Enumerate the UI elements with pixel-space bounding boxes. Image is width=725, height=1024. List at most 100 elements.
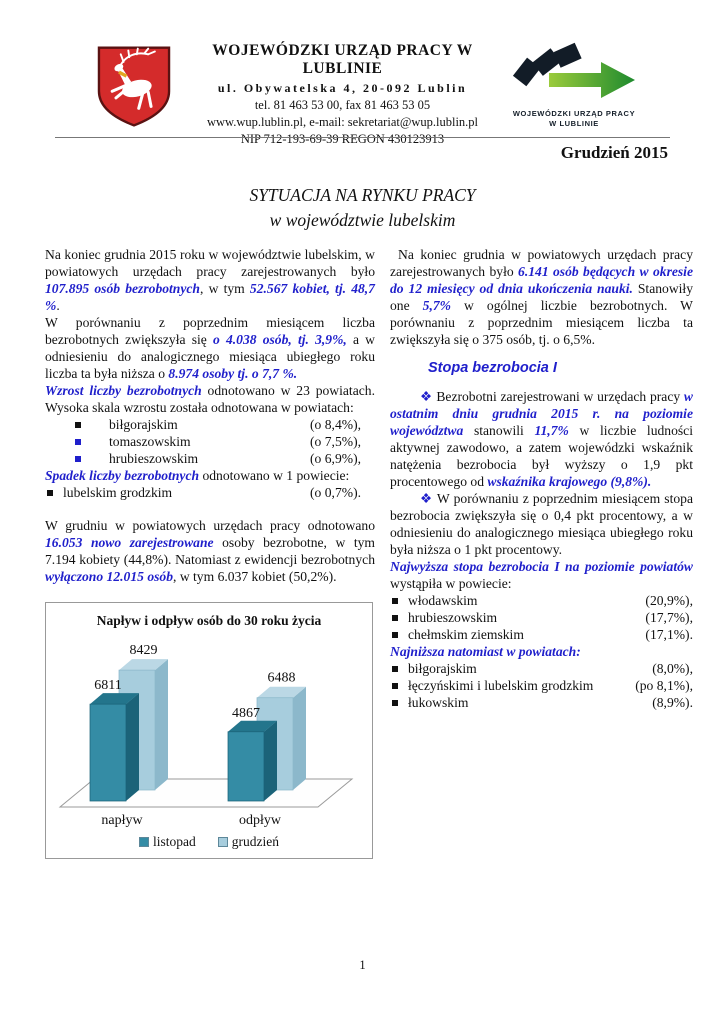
letterhead-text: WOJEWÓDZKI URZĄD PRACY W LUBLINIE ul. Ob… <box>180 42 505 147</box>
emphasis-text: 6.141 osób będących w okresie do 12 mies… <box>390 264 693 296</box>
diamond-bullet-icon: ❖ <box>420 491 437 506</box>
paragraph: W porównaniu z poprzednim miesiącem licz… <box>45 314 375 382</box>
wup-logo: WOJEWÓDZKI URZĄD PRACY W LUBLINIE <box>505 40 643 129</box>
square-bullet-icon <box>392 683 398 689</box>
list-item-value: (po 8,1%), <box>635 678 693 693</box>
list-item-label: łukowskim <box>408 695 469 710</box>
chart-panel: Napływ i odpływ osób do 30 roku życia 84… <box>45 602 373 859</box>
wup-caption-line2: W LUBLINIE <box>549 119 599 128</box>
list-item: łukowskim (8,9%). <box>390 694 693 711</box>
square-bullet-icon <box>392 666 398 672</box>
chart-text: 8429 <box>130 643 158 658</box>
paragraph: W grudniu w powiatowych urzędach pracy o… <box>45 517 375 585</box>
right-column: Na koniec grudnia w powiatowych urzędach… <box>390 246 693 859</box>
bullet-list: biłgorajskim (8,0%), łęczyńskimi i lubelsk… <box>390 660 693 711</box>
list-item-value: (o 0,7%). <box>310 485 361 500</box>
legend-item: listopad <box>139 834 196 850</box>
bar-chart-svg: 8429 6811 napływ 6488 4867 odpływ <box>58 643 354 828</box>
emphasis-text: Wzrost liczby bezrobotnych <box>45 383 202 398</box>
chart-text: odpływ <box>239 813 282 828</box>
section-heading: Stopa bezrobocia I <box>428 360 557 376</box>
list-item-label: chełmskim ziemskim <box>408 627 524 642</box>
legend-label: listopad <box>153 834 196 849</box>
square-bullet-icon <box>392 615 398 621</box>
list-item: biłgorajskim (8,0%), <box>390 660 693 677</box>
list-item: lubelskim grodzkim (o 0,7%). <box>45 484 375 501</box>
org-name: WOJEWÓDZKI URZĄD PRACY W LUBLINIE <box>212 42 473 77</box>
list-item-value: (20,9%), <box>645 593 693 608</box>
square-bullet-icon <box>47 490 53 496</box>
emphasis-text: Najniższa natomiast w powiatach: <box>390 644 581 659</box>
emphasis-text: 11,7% <box>534 423 569 438</box>
emphasis-text: Najwyższa stopa bezrobocia I na poziomie… <box>390 559 693 574</box>
emphasis-text: w ostatnim dniu grudnia 2015 r. na pozio… <box>390 389 693 438</box>
body-text: wystąpiła w powiecie: <box>390 576 512 591</box>
list-item-value: (17,7%), <box>645 610 693 625</box>
paragraph: ❖ Bezrobotni zarejestrowani w urzędach p… <box>390 388 693 490</box>
bullet-list: lubelskim grodzkim (o 0,7%). <box>45 484 375 501</box>
list-item-label: biłgorajskim <box>408 661 477 676</box>
list-item: hrubieszowskim (o 6,9%), <box>45 450 375 467</box>
body-text: a w odniesieniu do analogicznego miesiąc… <box>45 332 375 381</box>
list-item-value: (o 7,5%), <box>310 434 361 449</box>
paragraph: Spadek liczby bezrobotnych odnotowano w … <box>45 467 375 484</box>
list-item-value: (17,1%). <box>645 627 693 642</box>
legend-label: grudzień <box>231 834 279 849</box>
body-text: w liczbie ludności aktywnej zawodowo, a … <box>390 423 693 489</box>
emphasis-text: 16.053 nowo zarejestrowane <box>45 535 214 550</box>
list-item-label: włodawskim <box>408 593 478 608</box>
letterhead: WOJEWÓDZKI URZĄD PRACY W LUBLINIE ul. Ob… <box>0 40 725 146</box>
org-address: ul. Obywatelska 4, 20-092 Lublin <box>217 81 468 95</box>
emphasis-text: 8.974 osoby tj. o 7,7 %. <box>168 366 298 381</box>
chart-text: napływ <box>101 813 143 828</box>
list-item: hrubieszowskim (17,7%), <box>390 609 693 626</box>
paragraph: Na koniec grudnia w powiatowych urzędach… <box>390 246 693 348</box>
square-bullet-icon <box>75 439 81 445</box>
list-item: włodawskim (20,9%), <box>390 592 693 609</box>
emphasis-text: 5,7% <box>422 298 451 313</box>
lublin-coat-of-arms-icon <box>97 46 171 127</box>
page-number: 1 <box>359 958 366 972</box>
list-item-value: (8,0%), <box>652 661 693 676</box>
list-item: biłgorajskim (o 8,4%), <box>45 416 375 433</box>
list-item: chełmskim ziemskim (17,1%). <box>390 626 693 643</box>
chart-text: 6488 <box>268 671 296 686</box>
list-item: łęczyńskimi i lubelskim grodzkim (po 8,1%… <box>390 677 693 694</box>
org-phone: tel. 81 463 53 00, fax 81 463 53 05 <box>254 98 431 112</box>
body-text: W porównaniu z poprzednim miesiącem licz… <box>45 315 375 347</box>
body-text: osoby bezrobotne, w tym 7.194 kobiety (4… <box>45 535 375 567</box>
emphasis-text: o 4.038 osób, tj. 3,9%, <box>212 332 347 347</box>
list-item: tomaszowskim (o 7,5%), <box>45 433 375 450</box>
body-text: , w tym <box>200 281 250 296</box>
square-bullet-icon <box>75 456 81 462</box>
body-text: Stanowiły one <box>390 281 693 313</box>
square-bullet-icon <box>392 700 398 706</box>
list-item-value: (8,9%). <box>652 695 693 710</box>
left-column: Na koniec grudnia 2015 roku w województw… <box>45 246 375 859</box>
report-date: Grudzień 2015 <box>560 143 668 162</box>
square-bullet-icon <box>392 598 398 604</box>
list-item-label: hrubieszowskim <box>109 451 199 466</box>
body-columns: Na koniec grudnia 2015 roku w województw… <box>45 246 693 859</box>
list-item-label: biłgorajskim <box>109 417 178 432</box>
bullet-list: włodawskim (20,9%), hrubieszowskim (17,7%),… <box>390 592 693 643</box>
body-text: , w tym 6.037 kobiet (50,2%). <box>173 569 337 584</box>
paragraph: Na koniec grudnia 2015 roku w województw… <box>45 246 375 314</box>
paragraph: Najniższa natomiast w powiatach: <box>390 643 693 660</box>
bullet-list: biłgorajskim (o 8,4%), tomaszowskim (o 7,5%… <box>45 416 375 467</box>
org-nip-regon: NIP 712-193-69-39 REGON 430123913 <box>240 132 445 146</box>
body-text: Bezrobotni zarejestrowani w urzędach pra… <box>436 389 684 404</box>
body-text: Na koniec grudnia 2015 roku w województw… <box>45 247 375 279</box>
body-text: stanowili <box>463 423 535 438</box>
legend-swatch-icon <box>217 837 228 847</box>
legend-swatch-icon <box>139 837 149 847</box>
emphasis-text: Spadek liczby bezrobotnych <box>45 468 200 483</box>
body-text: . <box>56 298 60 313</box>
paragraph: Wzrost liczby bezrobotnych odnotowano w … <box>45 382 375 416</box>
body-text: w ogólnej liczbie bezrobotnych. W porówn… <box>390 298 693 347</box>
org-web-email: www.wup.lublin.pl, e-mail: sekretariat@w… <box>206 115 479 129</box>
list-item-value: (o 8,4%), <box>310 417 361 432</box>
square-bullet-icon <box>75 422 81 428</box>
legend-item: grudzień <box>217 834 279 850</box>
